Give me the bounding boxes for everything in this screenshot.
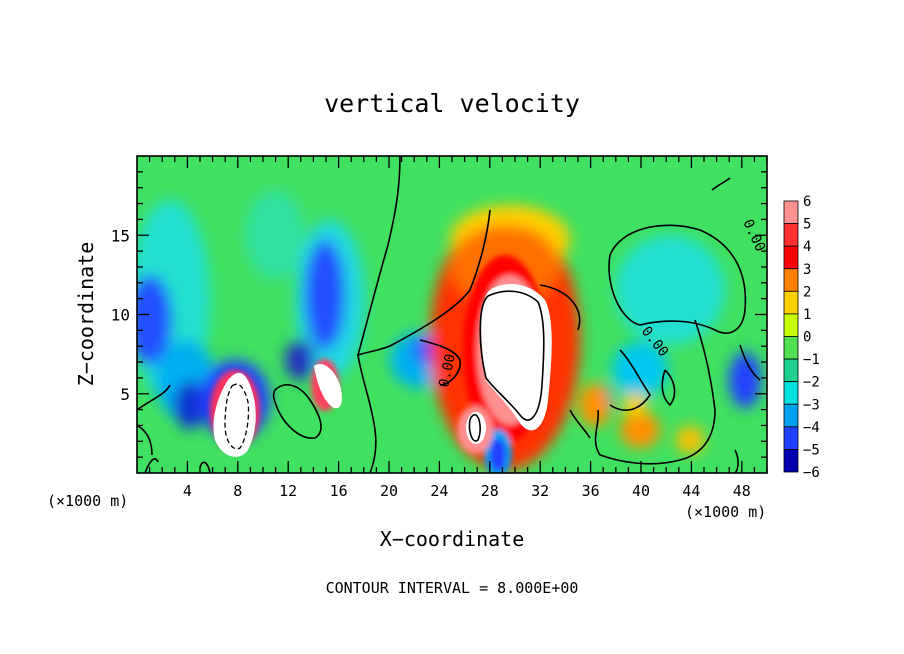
x-tick-label: 12 bbox=[279, 482, 297, 500]
y-tick-label: 5 bbox=[120, 385, 130, 404]
negative-contours bbox=[224, 383, 250, 450]
x-tick-label: 44 bbox=[682, 482, 700, 500]
x-axis-tick-labels: 4 8 12 16 20 24 28 32 36 40 44 48 bbox=[183, 482, 751, 500]
colorbar-swatch bbox=[783, 223, 799, 247]
chart-title: vertical velocity bbox=[324, 89, 580, 118]
colorbar-swatch bbox=[783, 336, 799, 360]
x-axis-label: X−coordinate bbox=[380, 527, 525, 551]
contour-label: 0.00 bbox=[436, 353, 459, 389]
x-tick-label: 4 bbox=[183, 482, 192, 500]
colorbar-label: −2 bbox=[803, 375, 820, 391]
colorbar-swatch bbox=[783, 290, 799, 315]
x-tick-label: 36 bbox=[582, 482, 600, 500]
colorbar: 6 5 4 3 2 1 0 −1 −2 −3 −4 −5 −6 bbox=[783, 194, 820, 481]
colorbar-swatch bbox=[783, 426, 799, 450]
y-tick-label: 10 bbox=[111, 306, 130, 325]
contour-interval-footer: CONTOUR INTERVAL = 8.000E+00 bbox=[326, 579, 579, 597]
colorbar-swatch bbox=[783, 245, 799, 270]
x-unit-right: (×1000 m) bbox=[685, 503, 766, 521]
colorbar-label: −4 bbox=[803, 420, 820, 436]
colorbar-swatch bbox=[783, 358, 799, 383]
colorbar-swatch bbox=[783, 403, 799, 428]
colorbar-swatch bbox=[783, 381, 799, 405]
x-tick-label: 20 bbox=[380, 482, 398, 500]
y-tick-label: 15 bbox=[111, 226, 130, 245]
colorbar-label: 2 bbox=[803, 284, 811, 300]
x-tick-label: 28 bbox=[481, 482, 499, 500]
axis-ticks bbox=[137, 156, 768, 473]
colorbar-label: −3 bbox=[803, 397, 820, 413]
x-tick-label: 32 bbox=[531, 482, 549, 500]
colorbar-swatch bbox=[783, 200, 799, 224]
x-tick-label: 40 bbox=[632, 482, 650, 500]
colorbar-label: −5 bbox=[803, 442, 820, 458]
x-unit-left: (×1000 m) bbox=[47, 492, 128, 510]
colorbar-label: 3 bbox=[803, 262, 811, 278]
colorbar-label: −1 bbox=[803, 352, 820, 368]
x-tick-label: 8 bbox=[233, 482, 242, 500]
x-tick-label: 24 bbox=[430, 482, 448, 500]
y-axis-label: Z−coordinate bbox=[74, 242, 98, 387]
colorbar-label: 0 bbox=[803, 330, 811, 346]
colorbar-swatch bbox=[783, 449, 799, 473]
colorbar-swatch bbox=[783, 313, 799, 337]
x-tick-label: 16 bbox=[330, 482, 348, 500]
colorbar-label: −6 bbox=[803, 465, 820, 481]
colorbar-label: 6 bbox=[803, 194, 811, 210]
heatmap-field bbox=[137, 156, 767, 473]
colorbar-label: 1 bbox=[803, 307, 811, 323]
colorbar-label: 5 bbox=[803, 217, 811, 233]
y-axis-tick-labels: 5 10 15 bbox=[111, 226, 130, 404]
x-tick-label: 48 bbox=[733, 482, 751, 500]
colorbar-label: 4 bbox=[803, 239, 811, 255]
colorbar-swatch bbox=[783, 268, 799, 292]
zero-contours bbox=[137, 156, 761, 473]
